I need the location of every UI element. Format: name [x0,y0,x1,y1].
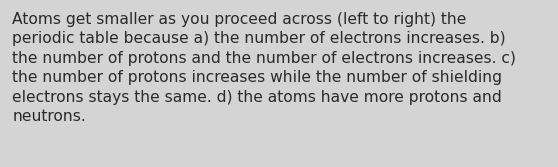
Text: Atoms get smaller as you proceed across (left to right) the
periodic table becau: Atoms get smaller as you proceed across … [12,12,516,124]
